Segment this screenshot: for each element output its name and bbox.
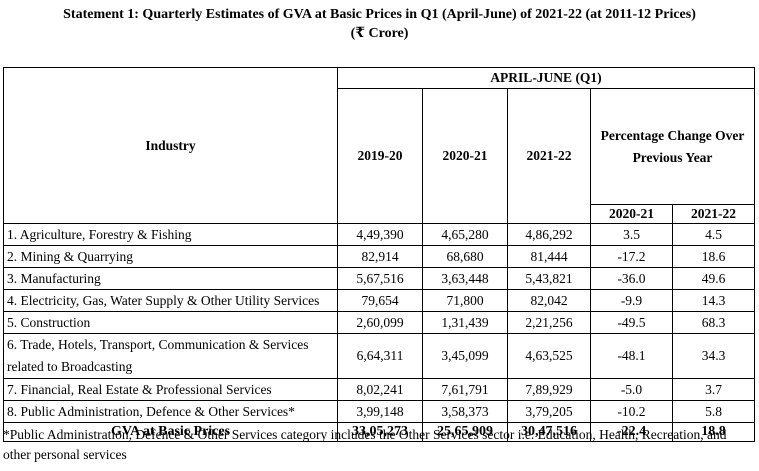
value-cell: 2,21,256 [507, 311, 591, 334]
industry-cell: 4. Electricity, Gas, Water Supply & Othe… [3, 289, 338, 312]
value-cell: 3,63,448 [422, 267, 508, 290]
table-row: 7. Financial, Real Estate & Professional… [3, 378, 756, 401]
year-header-2019-20: 2019-20 [337, 88, 423, 224]
value-cell: 1,31,439 [422, 311, 508, 334]
pct-cell: -17.2 [590, 245, 673, 268]
value-cell: 3,45,099 [422, 333, 508, 379]
period-header: APRIL-JUNE (Q1) [336, 67, 756, 89]
value-cell: 8,02,241 [337, 378, 423, 401]
value-cell: 5,43,821 [507, 267, 591, 290]
value-cell: 81,444 [507, 245, 591, 268]
pct-change-header: Percentage Change Over Previous Year [589, 88, 756, 205]
year-header-2021-22: 2021-22 [507, 88, 591, 224]
year-header-2020-21: 2020-21 [422, 88, 508, 224]
value-cell: 79,654 [337, 289, 423, 312]
pct-cell: 34.3 [671, 333, 756, 379]
pct-cell: 18.6 [671, 245, 756, 268]
pct-cell: 14.3 [671, 289, 756, 312]
industry-cell: 6. Trade, Hotels, Transport, Communicati… [3, 333, 338, 379]
pct-year-header-2021-22: 2021-22 [671, 204, 756, 224]
footnote: *Public Administration, Defence & Other … [3, 427, 727, 462]
pct-cell: 3.7 [671, 378, 756, 401]
pct-cell: -10.2 [590, 400, 673, 423]
statement-title: Statement 1: Quarterly Estimates of GVA … [63, 7, 696, 22]
total-label: GVA at Basic Prices [3, 422, 338, 442]
pct-cell: 49.6 [671, 267, 756, 290]
value-cell: 71,800 [422, 289, 508, 312]
value-cell: 4,49,390 [337, 223, 423, 246]
value-cell: 7,61,791 [422, 378, 508, 401]
value-cell: 3,99,148 [337, 400, 423, 423]
pct-year-header-2020-21: 2020-21 [590, 204, 673, 224]
currency-unit: (₹ Crore) [350, 26, 409, 41]
table-row: 1. Agriculture, Forestry & Fishing 4,49,… [3, 223, 756, 246]
total-value-cell: 25,65,909 [422, 422, 508, 442]
pct-cell: -49.5 [590, 311, 673, 334]
pct-cell: 5.8 [671, 400, 756, 423]
industry-cell: 1. Agriculture, Forestry & Fishing [3, 223, 338, 246]
value-cell: 68,680 [422, 245, 508, 268]
table-row: 5. Construction 2,60,099 1,31,439 2,21,2… [3, 311, 756, 334]
industry-cell: 8. Public Administration, Defence & Othe… [3, 400, 338, 423]
industry-cell: 2. Mining & Quarrying [3, 245, 338, 268]
value-cell: 4,63,525 [507, 333, 591, 379]
value-cell: 3,79,205 [507, 400, 591, 423]
total-value-cell: 30,47,516 [507, 422, 591, 442]
industry-cell: 5. Construction [3, 311, 338, 334]
pct-cell: -48.1 [590, 333, 673, 379]
value-cell: 82,914 [337, 245, 423, 268]
total-pct-cell: 18.8 [671, 422, 756, 442]
pct-cell: 3.5 [590, 223, 673, 246]
table-row: 2. Mining & Quarrying 82,914 68,680 81,4… [3, 245, 756, 268]
gva-table: Industry APRIL-JUNE (Q1) 2019-20 2020-21… [3, 67, 756, 442]
pct-cell: -36.0 [590, 267, 673, 290]
pct-cell: 68.3 [671, 311, 756, 334]
industry-header: Industry [3, 67, 338, 224]
value-cell: 5,67,516 [337, 267, 423, 290]
value-cell: 7,89,929 [507, 378, 591, 401]
pct-cell: 4.5 [671, 223, 756, 246]
table-row: 4. Electricity, Gas, Water Supply & Othe… [3, 289, 756, 312]
total-row: GVA at Basic Prices 33,05,273 25,65,909 … [3, 422, 756, 442]
table-row: 8. Public Administration, Defence & Othe… [3, 400, 756, 423]
pct-cell: -5.0 [590, 378, 673, 401]
value-cell: 4,86,292 [507, 223, 591, 246]
value-cell: 3,58,373 [422, 400, 508, 423]
total-pct-cell: -22.4 [590, 422, 673, 442]
table-row: 3. Manufacturing 5,67,516 3,63,448 5,43,… [3, 267, 756, 290]
value-cell: 6,64,311 [337, 333, 423, 379]
table-row: 6. Trade, Hotels, Transport, Communicati… [3, 333, 756, 379]
pct-cell: -9.9 [590, 289, 673, 312]
industry-cell: 3. Manufacturing [3, 267, 338, 290]
value-cell: 4,65,280 [422, 223, 508, 246]
value-cell: 2,60,099 [337, 311, 423, 334]
value-cell: 82,042 [507, 289, 591, 312]
industry-cell: 7. Financial, Real Estate & Professional… [3, 378, 338, 401]
